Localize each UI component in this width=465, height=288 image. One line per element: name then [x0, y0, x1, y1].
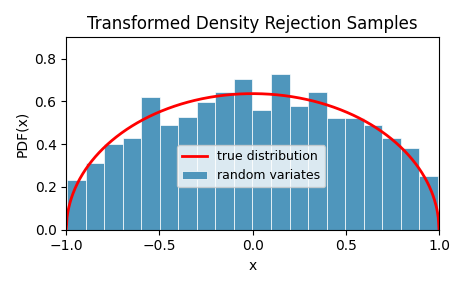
Bar [345, 118, 364, 230]
X-axis label: x: x [248, 259, 257, 273]
Bar [123, 138, 141, 230]
Bar [141, 97, 160, 230]
Bar [401, 148, 419, 230]
Bar [215, 92, 234, 230]
Bar [290, 106, 308, 230]
Bar [308, 92, 326, 230]
Bar [419, 176, 438, 230]
Bar [382, 138, 401, 230]
Bar [197, 102, 215, 230]
Bar [252, 110, 271, 230]
Bar [364, 125, 382, 230]
Bar [234, 79, 252, 230]
Bar [86, 163, 104, 230]
Bar [271, 74, 290, 230]
Legend: true distribution, random variates: true distribution, random variates [177, 145, 325, 187]
Y-axis label: PDF(x): PDF(x) [15, 110, 29, 157]
Bar [326, 118, 345, 230]
Bar [179, 117, 197, 230]
Bar [67, 180, 86, 230]
Title: Transformed Density Rejection Samples: Transformed Density Rejection Samples [87, 15, 418, 33]
Bar [160, 125, 179, 230]
Bar [104, 144, 123, 230]
